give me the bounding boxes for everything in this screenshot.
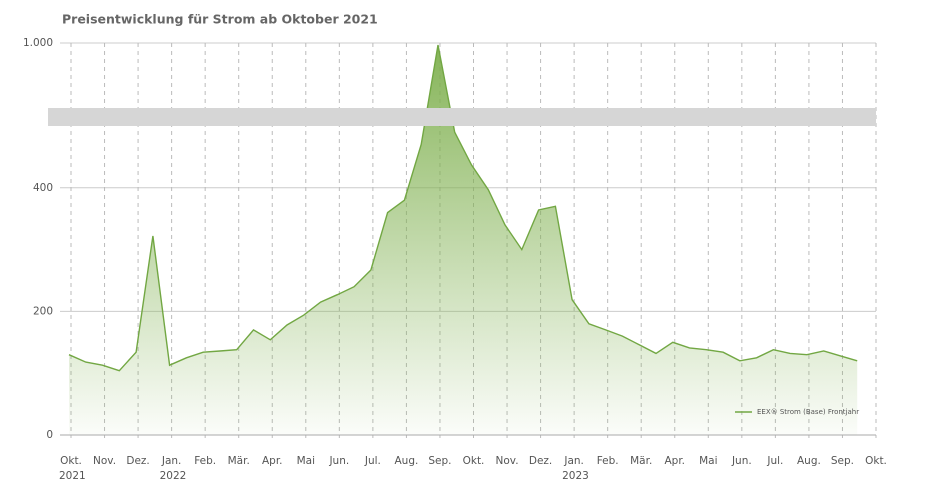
line bbox=[68, 44, 858, 372]
y-tick-label: 1.000 bbox=[23, 37, 53, 49]
y-tick-label: 400 bbox=[33, 182, 53, 194]
x-tick-label: Okt. bbox=[463, 455, 485, 467]
chart-title: Preisentwicklung für Strom ab Oktober 20… bbox=[62, 12, 378, 27]
legend-label: EEX® Strom (Base) Frontjahr bbox=[757, 408, 859, 416]
x-tick-label: Feb. bbox=[597, 455, 619, 467]
x-tick-label: Sep. bbox=[831, 455, 854, 467]
x-tick-year: 2021 bbox=[59, 470, 86, 482]
y-tick-label: 200 bbox=[33, 305, 53, 317]
x-tick-label: Aug. bbox=[797, 455, 821, 467]
x-tick-label: Mai bbox=[297, 455, 315, 467]
x-tick-label: Okt. bbox=[865, 455, 887, 467]
x-tick-label: Apr. bbox=[664, 455, 685, 467]
x-tick-year: 2023 bbox=[562, 470, 589, 482]
x-tick-label: Jun. bbox=[731, 455, 752, 467]
x-tick-label: Dez. bbox=[529, 455, 552, 467]
x-tick-label: Jul. bbox=[364, 455, 381, 467]
axis-break bbox=[48, 108, 876, 126]
x-tick-label: Nov. bbox=[93, 455, 116, 467]
x-tick-label: Mai bbox=[699, 455, 717, 467]
area bbox=[69, 45, 858, 435]
x-tick-label: Mär. bbox=[630, 455, 652, 467]
x-tick-label: Apr. bbox=[262, 455, 283, 467]
x-tick-year: 2022 bbox=[160, 470, 187, 482]
x-tick-label: Aug. bbox=[394, 455, 418, 467]
x-tick-label: Mär. bbox=[228, 455, 250, 467]
x-tick-label: Dez. bbox=[126, 455, 149, 467]
x-tick-label: Jan. bbox=[161, 455, 182, 467]
y-tick-label: 0 bbox=[46, 429, 53, 441]
x-tick-label: Jun. bbox=[328, 455, 349, 467]
x-tick-label: Sep. bbox=[428, 455, 451, 467]
x-tick-label: Nov. bbox=[496, 455, 519, 467]
x-tick-label: Feb. bbox=[194, 455, 216, 467]
x-tick-label: Jul. bbox=[766, 455, 783, 467]
x-tick-label: Jan. bbox=[563, 455, 584, 467]
x-tick-label: Okt. bbox=[60, 455, 82, 467]
